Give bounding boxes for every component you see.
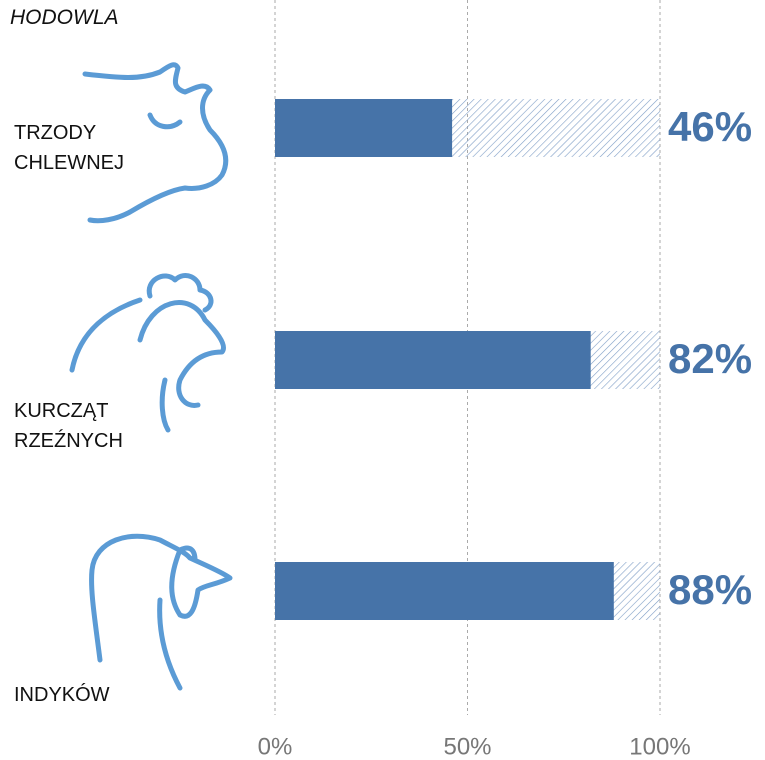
pig-eye <box>147 112 183 130</box>
bar <box>275 331 591 389</box>
turkey-neck <box>157 597 183 691</box>
bar <box>275 562 614 620</box>
chart-title: HODOWLA <box>10 6 119 29</box>
bar <box>275 99 453 157</box>
x-tick-label: 50% <box>443 733 491 760</box>
category-label: KURCZĄT RZEŹNYCH <box>14 400 123 452</box>
chicken-throat <box>159 377 171 433</box>
category-label: INDYKÓW <box>14 684 110 706</box>
x-tick-label: 100% <box>629 733 690 760</box>
turkey-icon <box>89 533 233 663</box>
value-label: 46% <box>668 103 752 150</box>
pig-icon <box>82 62 229 224</box>
value-label: 82% <box>668 335 752 382</box>
value-label: 88% <box>668 566 752 613</box>
chicken-neck <box>69 297 143 373</box>
category-label: TRZODY CHLEWNEJ <box>14 122 125 174</box>
chicken-comb <box>146 273 214 313</box>
chicken-icon <box>137 300 226 408</box>
x-tick-label: 0% <box>258 733 293 760</box>
animal-icons <box>69 62 233 691</box>
